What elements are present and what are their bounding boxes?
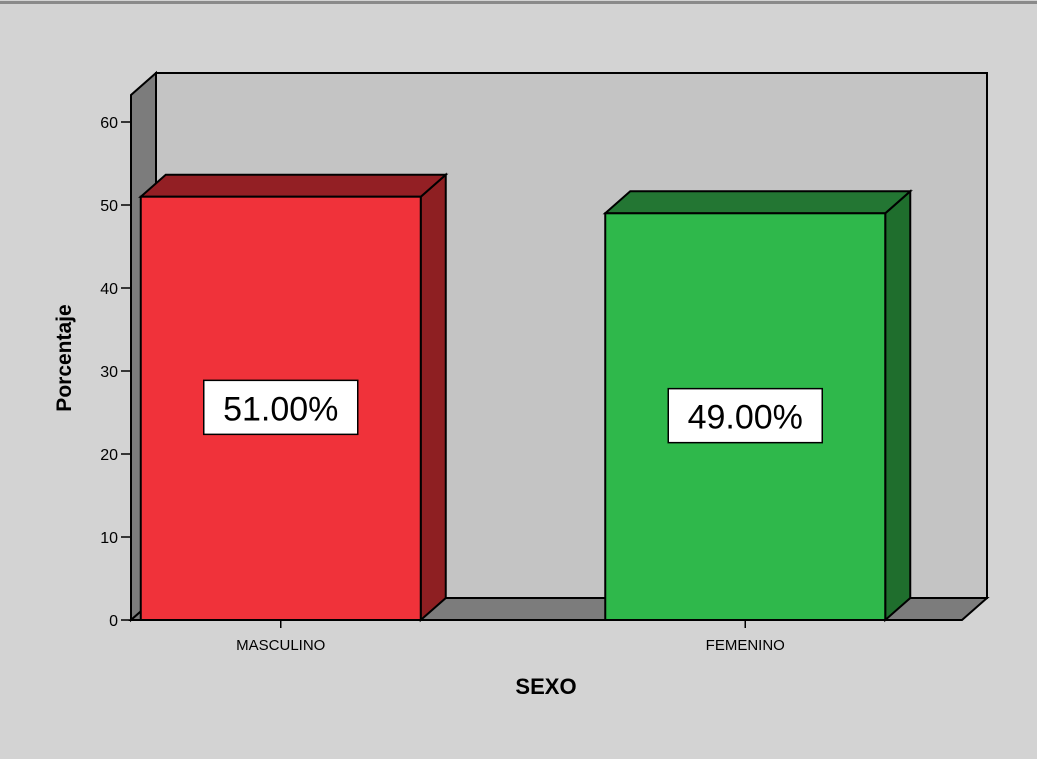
- bar-femenino: 49.00%: [602, 189, 913, 623]
- right-edge: [1037, 0, 1043, 764]
- y-tick-label: 40: [100, 281, 118, 298]
- x-axis-title: SEXO: [515, 674, 576, 699]
- data-label: 49.00%: [688, 399, 803, 437]
- bar-top: [602, 190, 913, 215]
- x-tick-label: MASCULINO: [236, 637, 325, 654]
- y-axis-title: Porcentaje: [53, 304, 76, 411]
- data-label-box: [667, 387, 823, 444]
- data-label-box: [203, 379, 359, 436]
- y-tick-label: 50: [100, 198, 118, 215]
- y-tick-label: 30: [100, 364, 118, 381]
- y-tick-label: 60: [100, 115, 118, 132]
- y-tick-label: 0: [109, 613, 118, 630]
- bar-masculino: 51.00%: [138, 172, 449, 623]
- bar-side: [884, 189, 912, 623]
- x-tick-label: FEMENINO: [706, 637, 785, 654]
- bar-top: [138, 173, 449, 198]
- bottom-edge: [0, 759, 1043, 764]
- bar-side: [419, 172, 447, 623]
- data-label: 51.00%: [223, 390, 338, 428]
- y-axis: 0 10 20 30 40 50 60: [100, 115, 131, 630]
- y-tick-label: 20: [100, 447, 118, 464]
- y-tick-label: 10: [100, 530, 118, 547]
- x-axis: MASCULINO FEMENINO: [236, 620, 785, 654]
